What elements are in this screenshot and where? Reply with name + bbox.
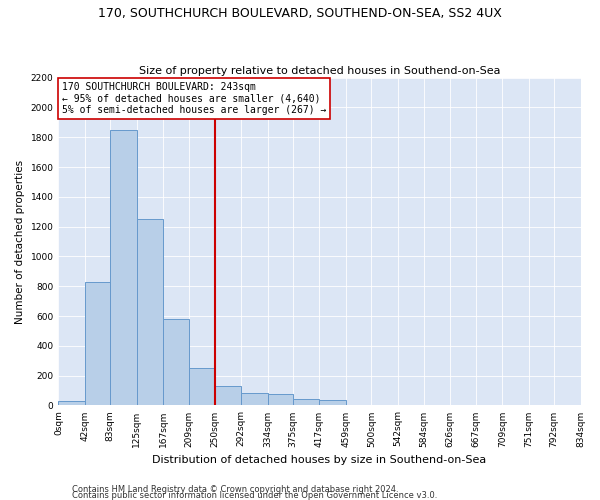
Bar xyxy=(163,319,189,406)
Bar xyxy=(215,386,241,406)
Bar xyxy=(241,393,268,406)
Bar xyxy=(85,282,110,406)
Bar xyxy=(268,394,293,406)
Text: Contains HM Land Registry data © Crown copyright and database right 2024.: Contains HM Land Registry data © Crown c… xyxy=(72,484,398,494)
Title: Size of property relative to detached houses in Southend-on-Sea: Size of property relative to detached ho… xyxy=(139,66,500,76)
Bar xyxy=(293,398,319,406)
Bar xyxy=(189,368,215,406)
X-axis label: Distribution of detached houses by size in Southend-on-Sea: Distribution of detached houses by size … xyxy=(152,455,487,465)
Text: Contains public sector information licensed under the Open Government Licence v3: Contains public sector information licen… xyxy=(72,490,437,500)
Bar xyxy=(137,219,163,406)
Bar xyxy=(110,130,137,406)
Y-axis label: Number of detached properties: Number of detached properties xyxy=(15,160,25,324)
Bar xyxy=(319,400,346,406)
Text: 170, SOUTHCHURCH BOULEVARD, SOUTHEND-ON-SEA, SS2 4UX: 170, SOUTHCHURCH BOULEVARD, SOUTHEND-ON-… xyxy=(98,8,502,20)
Text: 170 SOUTHCHURCH BOULEVARD: 243sqm
← 95% of detached houses are smaller (4,640)
5: 170 SOUTHCHURCH BOULEVARD: 243sqm ← 95% … xyxy=(62,82,326,116)
Bar xyxy=(58,401,85,406)
